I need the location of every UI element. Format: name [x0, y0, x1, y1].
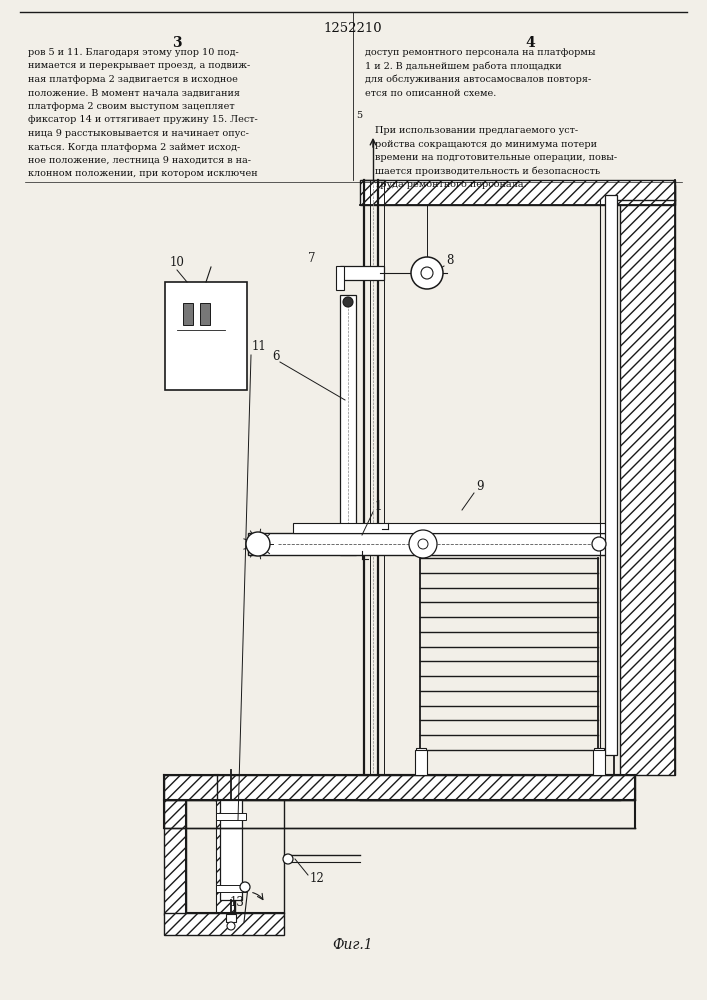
Text: 8: 8 [446, 254, 453, 267]
Bar [336, 266, 344, 290]
Text: 9: 9 [476, 480, 484, 493]
Bar [248, 533, 614, 555]
Text: Фиг.1: Фиг.1 [333, 938, 373, 952]
Bar [620, 185, 675, 775]
Text: платформа 2 своим выступом зацепляет: платформа 2 своим выступом зацепляет [28, 102, 235, 111]
Text: ется по описанной схеме.: ется по описанной схеме. [365, 89, 496, 98]
Bar [164, 775, 186, 915]
Text: положение. В момент начала задвигания: положение. В момент начала задвигания [28, 89, 240, 98]
Bar [164, 775, 217, 800]
Bar [293, 523, 614, 533]
Text: нимается и перекрывает проезд, а подвиж-: нимается и перекрывает проезд, а подвиж- [28, 62, 250, 70]
Circle shape [411, 257, 443, 289]
Text: 7: 7 [308, 252, 315, 265]
Text: 4: 4 [525, 36, 535, 50]
Text: каться. Когда платформа 2 займет исход-: каться. Когда платформа 2 займет исход- [28, 142, 240, 151]
Bar [415, 750, 427, 775]
Bar [216, 800, 234, 915]
Text: 13: 13 [230, 896, 245, 909]
Text: ница 9 расстыковывается и начинает опус-: ница 9 расстыковывается и начинает опус- [28, 129, 249, 138]
Bar [340, 266, 384, 280]
Text: времени на подготовительные операции, повы-: времени на подготовительные операции, по… [375, 153, 617, 162]
Bar [416, 748, 426, 764]
Text: 5: 5 [356, 111, 362, 120]
Circle shape [227, 922, 235, 930]
Text: для обслуживания автосамосвалов повторя-: для обслуживания автосамосвалов повторя- [365, 75, 591, 85]
Circle shape [283, 854, 293, 864]
Text: 11: 11 [252, 340, 267, 353]
Circle shape [421, 267, 433, 279]
Bar [340, 295, 356, 555]
Circle shape [246, 532, 270, 556]
Bar [215, 775, 635, 800]
Bar [164, 913, 284, 935]
Text: 6: 6 [272, 350, 279, 363]
Text: ройства сокращаются до минимума потери: ройства сокращаются до минимума потери [375, 140, 597, 149]
Bar [360, 180, 675, 205]
Circle shape [592, 537, 606, 551]
Bar [216, 885, 246, 892]
Bar [593, 750, 605, 775]
Bar [605, 195, 617, 755]
Text: ное положение, лестница 9 находится в на-: ное положение, лестница 9 находится в на… [28, 156, 251, 165]
Text: 10: 10 [170, 256, 185, 269]
Text: 1: 1 [375, 500, 382, 513]
Bar [226, 914, 236, 922]
Bar [165, 282, 247, 390]
Bar [183, 303, 193, 325]
Text: 1252210: 1252210 [324, 22, 382, 35]
Text: При использовании предлагаемого уст-: При использовании предлагаемого уст- [375, 126, 578, 135]
Text: ров 5 и 11. Благодаря этому упор 10 под-: ров 5 и 11. Благодаря этому упор 10 под- [28, 48, 239, 57]
Bar [200, 303, 210, 325]
Bar [216, 813, 246, 820]
Circle shape [409, 530, 437, 558]
Circle shape [418, 539, 428, 549]
Text: 12: 12 [310, 872, 325, 885]
Text: фиксатор 14 и оттягивает пружину 15. Лест-: фиксатор 14 и оттягивает пружину 15. Лес… [28, 115, 258, 124]
Bar [220, 800, 242, 900]
Text: 1 и 2. В дальнейшем работа площадки: 1 и 2. В дальнейшем работа площадки [365, 62, 561, 71]
Bar [594, 748, 604, 764]
Text: клонном положении, при котором исключен: клонном положении, при котором исключен [28, 169, 257, 178]
Circle shape [343, 297, 353, 307]
Text: труда ремонтного персонала.: труда ремонтного персонала. [375, 180, 527, 189]
Text: доступ ремонтного персонала на платформы: доступ ремонтного персонала на платформы [365, 48, 595, 57]
Circle shape [240, 882, 250, 892]
Text: ная платформа 2 задвигается в исходное: ная платформа 2 задвигается в исходное [28, 75, 238, 84]
Text: 3: 3 [173, 36, 182, 50]
Text: шается производительность и безопасность: шается производительность и безопасность [375, 167, 600, 176]
